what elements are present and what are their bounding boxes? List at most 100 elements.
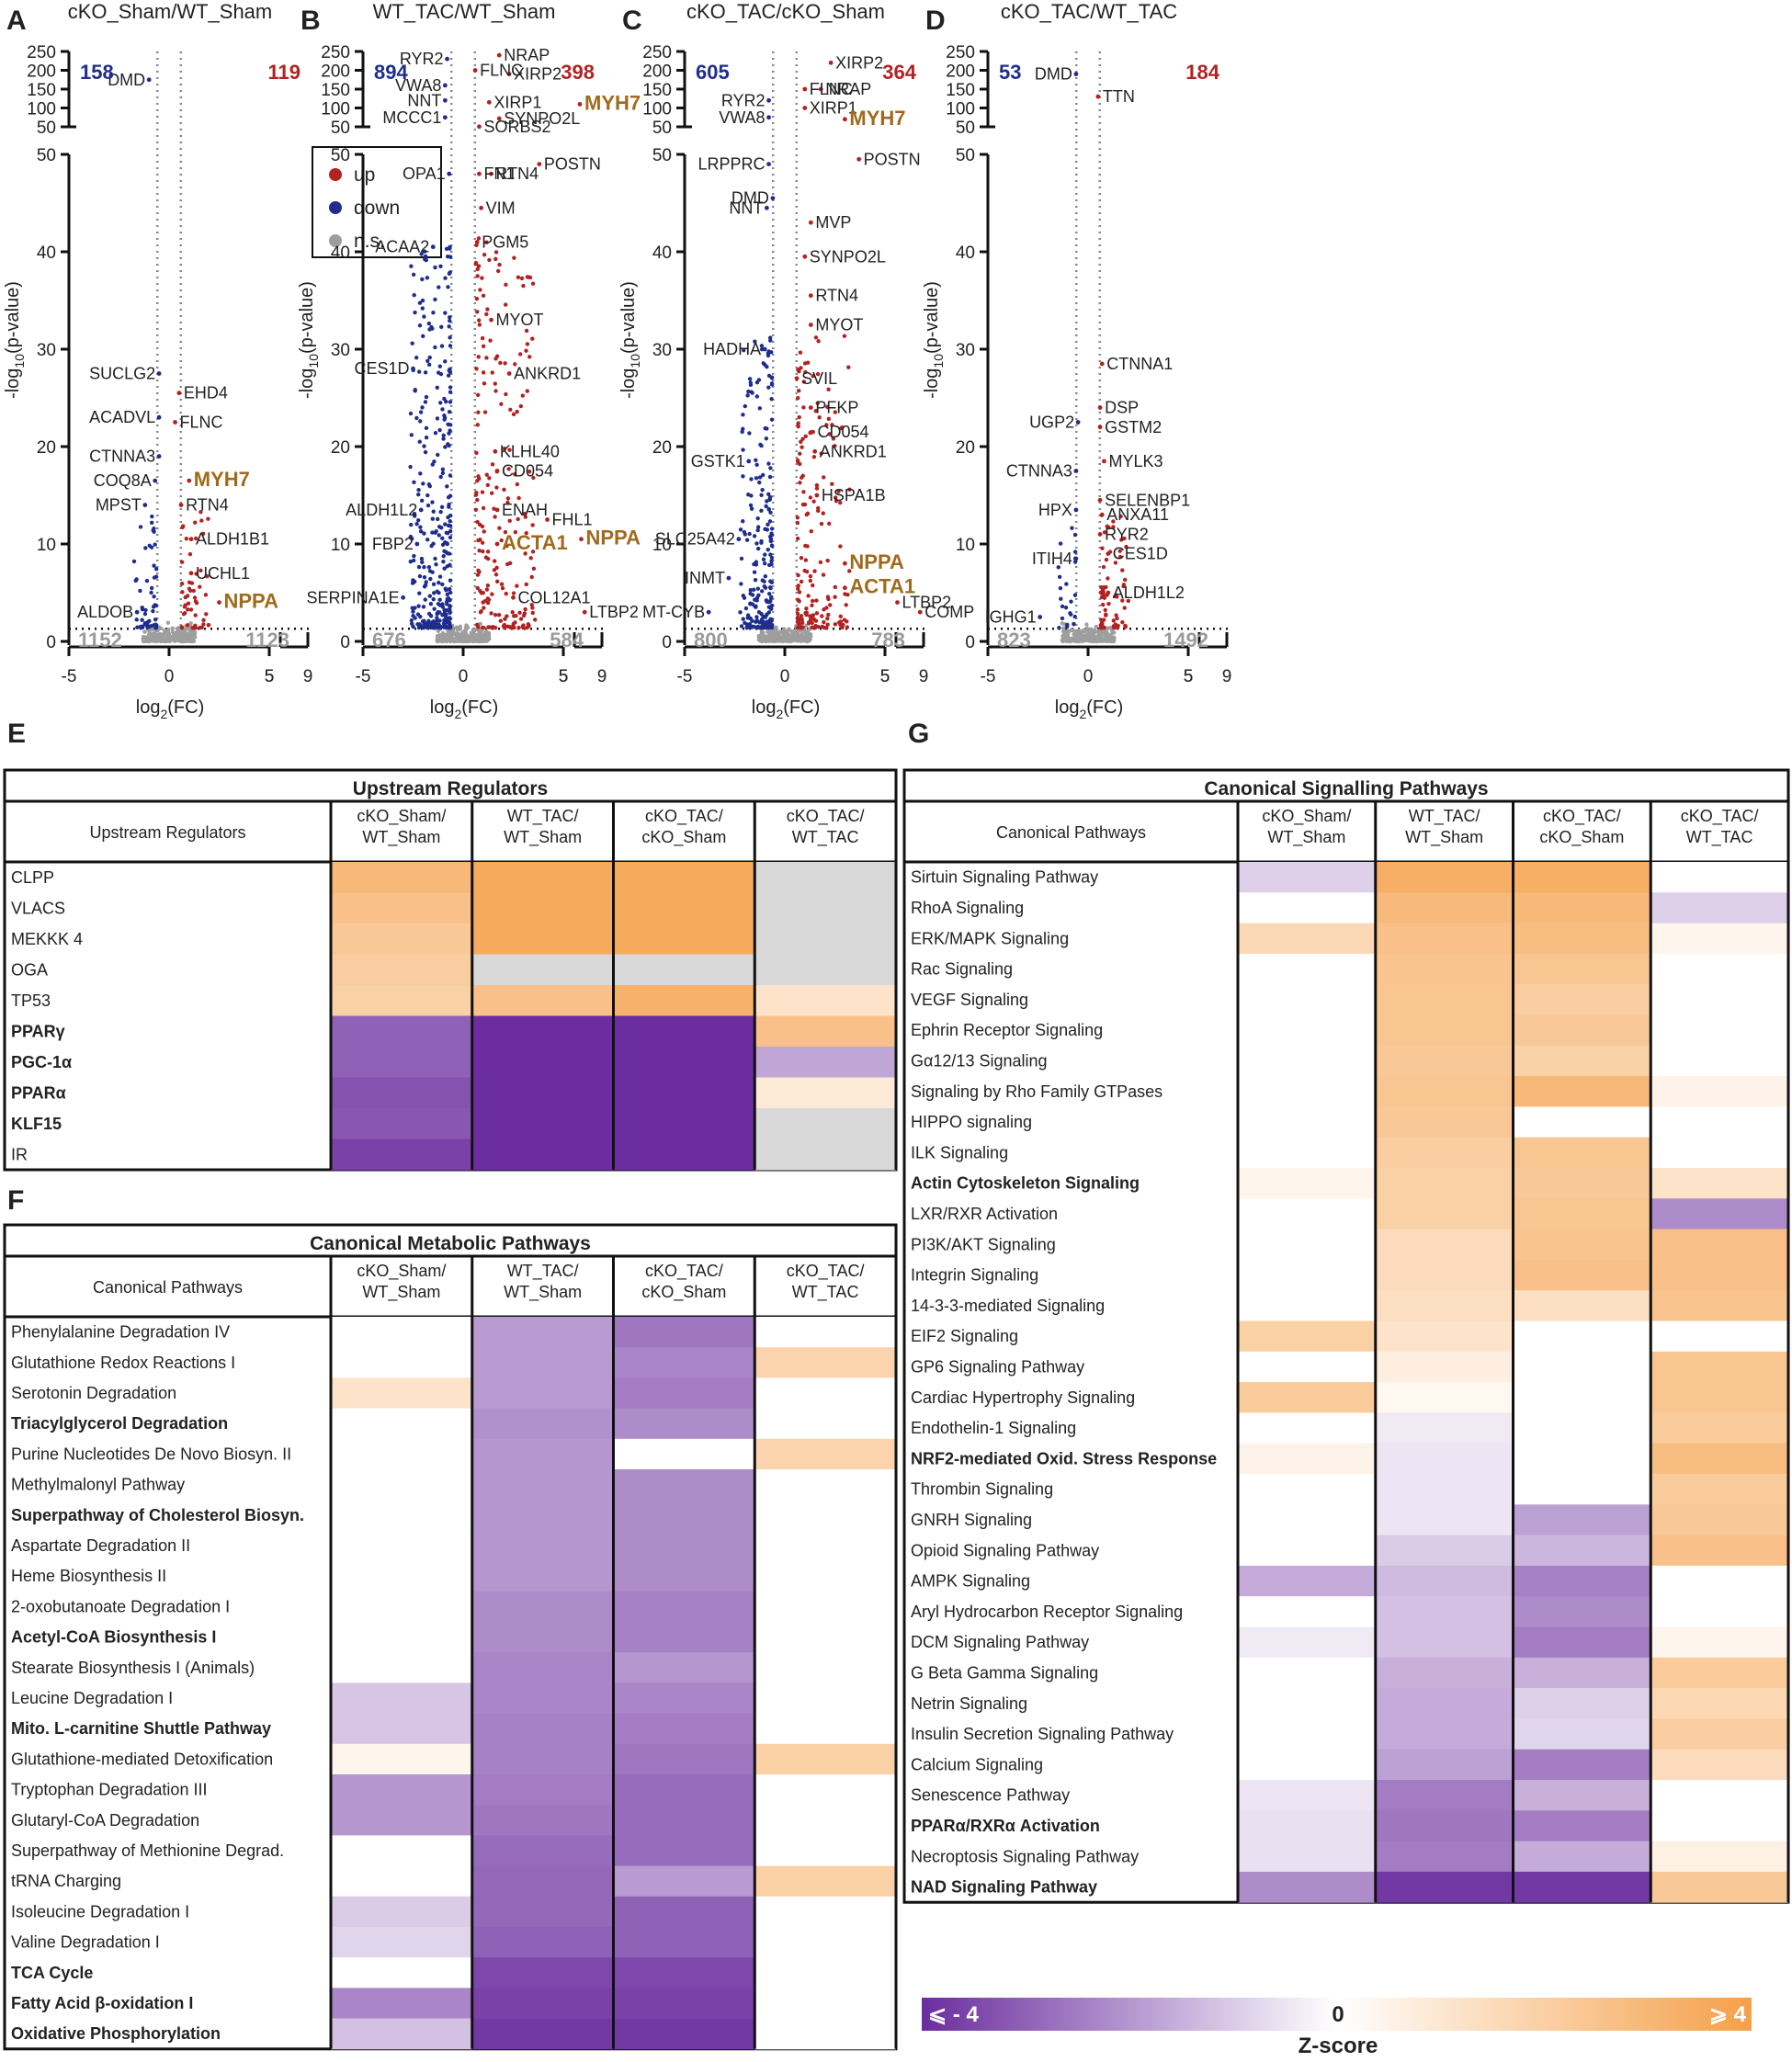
- heatmap-cell: [1238, 1412, 1376, 1445]
- point-down: [412, 480, 416, 485]
- heatmap-cell: [1375, 892, 1514, 924]
- heatmap-cell: [471, 1927, 614, 1958]
- heatmap-cell: [471, 1682, 614, 1715]
- point-ns: [167, 639, 173, 643]
- point-down: [432, 591, 437, 595]
- column-header: WT_TAC/: [1409, 807, 1480, 826]
- point-ns: [1111, 630, 1117, 635]
- column-header: WT_Sham: [362, 1283, 440, 1302]
- point-up: [807, 620, 811, 625]
- point-up: [502, 487, 506, 493]
- point-up: [488, 338, 493, 343]
- gene-label: NPPA: [224, 590, 279, 613]
- scatter-points: [1038, 72, 1130, 644]
- point-down: [759, 443, 764, 448]
- point-down: [763, 425, 767, 431]
- point-up: [524, 348, 528, 353]
- count-sig-down: 53: [999, 61, 1021, 84]
- heatmap-cell: [331, 1347, 472, 1378]
- row-label: KLF15: [11, 1115, 62, 1133]
- point-up: [503, 529, 508, 535]
- point-labeled: [582, 609, 587, 615]
- gene-label: EHD4: [184, 384, 228, 402]
- point-down: [435, 516, 440, 522]
- point-up: [484, 356, 489, 360]
- heatmap-cell: [471, 1015, 614, 1048]
- heatmap-cell: [1513, 1229, 1651, 1261]
- point-up: [819, 451, 823, 456]
- point-down: [448, 246, 452, 251]
- point-up: [511, 621, 516, 627]
- y-tick-label: 0: [965, 633, 975, 652]
- point-up: [1102, 625, 1106, 630]
- point-up: [518, 617, 524, 621]
- heatmap-cell: [331, 1865, 472, 1898]
- heatmap-cell: [1650, 1045, 1788, 1077]
- point-down: [743, 606, 749, 611]
- heatmap-cell: [613, 1500, 755, 1531]
- point-ns: [771, 629, 777, 633]
- point-labeled: [477, 124, 482, 130]
- point-down: [442, 566, 447, 571]
- point-up: [523, 515, 528, 519]
- point-up: [799, 556, 804, 561]
- gene-label: COL12A1: [518, 588, 591, 606]
- heatmap-cell: [754, 1591, 896, 1623]
- point-up: [475, 310, 480, 314]
- point-down: [440, 407, 445, 412]
- point-ns: [766, 632, 772, 637]
- point-down: [425, 276, 430, 280]
- point-down: [440, 582, 445, 587]
- point-up: [530, 281, 536, 286]
- point-up: [824, 423, 829, 427]
- point-up: [502, 625, 507, 630]
- gene-label: VWA8: [395, 76, 441, 95]
- point-ns: [436, 629, 441, 633]
- scatter-points: [706, 60, 923, 644]
- heatmap-cell: [1238, 1535, 1376, 1567]
- heatmap-cell: [471, 1108, 614, 1139]
- heatmap-cell: [331, 1652, 472, 1683]
- point-up: [497, 262, 502, 267]
- point-up: [524, 530, 528, 536]
- heatmap-cell: [1513, 1168, 1651, 1199]
- point-down: [416, 487, 421, 493]
- row-label: Sirtuin Signaling Pathway: [911, 868, 1098, 887]
- point-down: [140, 605, 144, 610]
- heatmap-cell: [754, 1835, 896, 1867]
- point-down: [437, 533, 441, 538]
- point-down: [431, 596, 436, 602]
- point-down: [769, 543, 775, 548]
- count-sig-down: 605: [696, 61, 730, 84]
- heatmap-cell: [613, 1408, 755, 1440]
- point-down: [425, 503, 431, 508]
- point-up: [808, 573, 813, 579]
- point-up: [836, 620, 842, 625]
- point-down: [440, 467, 446, 472]
- x-tick-label: 9: [1222, 667, 1232, 686]
- gene-label: LTBP2: [589, 603, 639, 621]
- point-up: [190, 625, 195, 630]
- point-labeled: [486, 99, 492, 105]
- point-down: [747, 431, 752, 436]
- point-up: [499, 582, 505, 586]
- point-up: [507, 561, 513, 566]
- heatmap-cell: [331, 1805, 472, 1836]
- point-up: [512, 625, 516, 630]
- point-up: [847, 487, 852, 492]
- point-down: [762, 561, 767, 566]
- row-label: NRF2-mediated Oxid. Stress Response: [911, 1449, 1217, 1467]
- heatmap-cell: [1513, 1351, 1651, 1383]
- y-tick-label: 10: [956, 536, 975, 555]
- point-down: [761, 614, 766, 619]
- point-down: [768, 552, 773, 557]
- point-up: [808, 495, 813, 500]
- point-down: [751, 587, 756, 592]
- point-up: [795, 625, 800, 630]
- point-down: [138, 588, 142, 594]
- point-up: [506, 467, 511, 471]
- point-down: [753, 604, 757, 609]
- heatmap-cell: [1513, 1014, 1651, 1047]
- point-down: [437, 597, 442, 602]
- point-down: [424, 435, 429, 440]
